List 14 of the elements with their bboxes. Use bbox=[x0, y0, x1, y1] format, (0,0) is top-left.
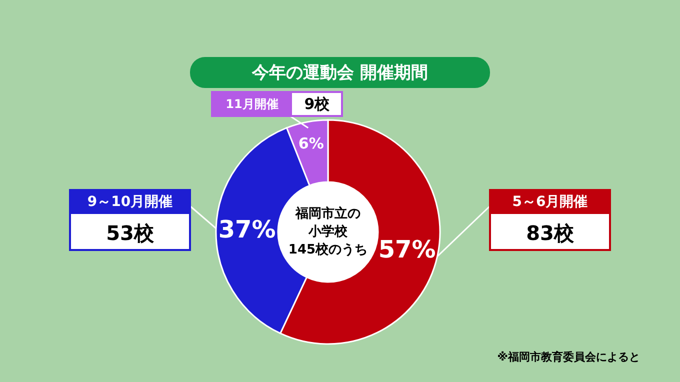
text: 9校 bbox=[304, 95, 330, 113]
text: 53校 bbox=[106, 221, 154, 245]
text: 83校 bbox=[526, 221, 574, 245]
slice-label: 9～10月開催 bbox=[87, 194, 173, 210]
chart-title: 今年の運動会 開催期間 bbox=[251, 63, 428, 83]
data-label: 57% bbox=[378, 236, 436, 264]
slice-label: 11月開催 bbox=[226, 97, 278, 111]
data-label: 6% bbox=[298, 134, 324, 153]
text: 福岡市立の bbox=[294, 206, 360, 222]
data-label: 37% bbox=[218, 215, 276, 244]
text: 小学校 bbox=[308, 224, 348, 240]
text: 145校のうち bbox=[288, 242, 368, 258]
slice-label: 5～6月開催 bbox=[512, 194, 588, 210]
text: ※福岡市教育委員会によると bbox=[497, 350, 640, 364]
